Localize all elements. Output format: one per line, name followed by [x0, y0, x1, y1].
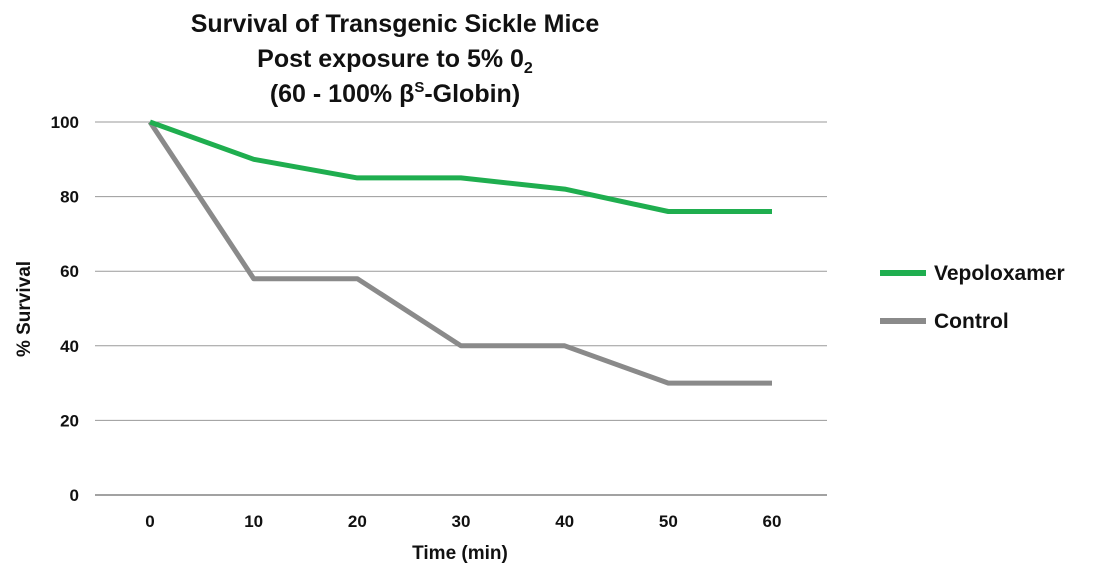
x-tick-label: 0: [145, 512, 154, 531]
title-line-3-tail: -Globin): [424, 80, 520, 108]
title-line-3-text: (60 - 100% β: [270, 80, 415, 108]
y-tick-label: 60: [60, 262, 79, 281]
y-tick-label: 0: [70, 486, 79, 505]
title-line-3: (60 - 100% βS-Globin): [270, 79, 520, 108]
series-line-vepoloxamer: [149, 119, 772, 214]
legend-label-vepoloxamer: Vepoloxamer: [934, 262, 1065, 285]
legend-label-control: Control: [934, 310, 1009, 333]
x-axis-ticks: 0 10 20 30 40 50 60: [145, 512, 781, 531]
y-axis-ticks: 0 20 40 60 80 100: [51, 113, 79, 505]
x-tick-label: 20: [348, 512, 367, 531]
title-line-1: Survival of Transgenic Sickle Mice: [191, 10, 600, 38]
y-tick-label: 40: [60, 337, 79, 356]
y-tick-label: 100: [51, 113, 79, 132]
x-tick-label: 30: [452, 512, 471, 531]
series-lines: [147, 119, 772, 386]
y-tick-label: 80: [60, 188, 79, 207]
chart-title: Survival of Transgenic Sickle Mice Post …: [191, 10, 600, 108]
legend: Vepoloxamer Control: [880, 262, 1065, 333]
series-line-control: [147, 120, 772, 386]
y-axis-label: % Survival: [14, 261, 35, 357]
title-line-2-text: Post exposure to 5% 0: [257, 45, 524, 73]
x-tick-label: 40: [555, 512, 574, 531]
x-tick-label: 10: [244, 512, 263, 531]
x-tick-label: 50: [659, 512, 678, 531]
title-subscript: 2: [524, 60, 533, 77]
title-line-2: Post exposure to 5% 02: [257, 45, 533, 77]
x-axis-label: Time (min): [412, 543, 508, 564]
x-tick-label: 60: [763, 512, 782, 531]
y-tick-label: 20: [60, 411, 79, 430]
title-superscript: S: [414, 79, 424, 96]
